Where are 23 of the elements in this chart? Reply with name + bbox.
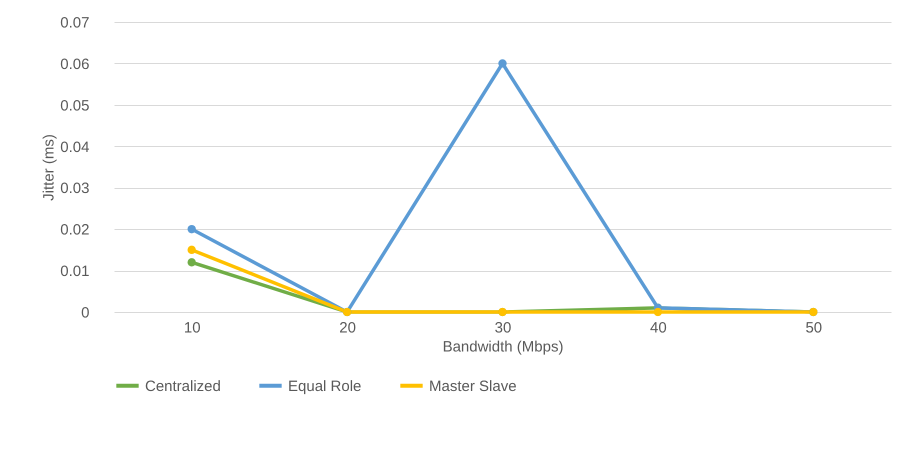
legend-label: Equal Role bbox=[288, 378, 362, 395]
y-tick-label: 0.02 bbox=[60, 222, 90, 239]
x-tick-label: 50 bbox=[805, 320, 822, 336]
y-tick-label: 0.06 bbox=[60, 56, 90, 73]
x-tick-label: 40 bbox=[650, 320, 667, 336]
legend-label: Centralized bbox=[145, 378, 221, 395]
y-axis-title: Jitter (ms) bbox=[40, 134, 58, 201]
point bbox=[188, 246, 196, 254]
x-tick-label: 30 bbox=[494, 320, 512, 336]
legend-label: Master Slave bbox=[429, 378, 517, 395]
point bbox=[654, 308, 662, 316]
x-tick-label: 20 bbox=[339, 320, 356, 336]
x-axis-title: Bandwidth (Mbps) bbox=[442, 338, 564, 356]
y-tick-label: 0.07 bbox=[60, 14, 90, 32]
y-tick-label: 0.05 bbox=[60, 97, 90, 114]
y-tick-label: 0.04 bbox=[60, 138, 90, 156]
y-tick-label: 0 bbox=[81, 304, 90, 322]
point bbox=[188, 258, 196, 266]
y-tick-label: 0.03 bbox=[60, 180, 90, 198]
point bbox=[498, 59, 507, 68]
point bbox=[188, 224, 196, 234]
y-tick-label: 0.01 bbox=[60, 263, 90, 280]
x-tick-label: 10 bbox=[184, 320, 201, 336]
